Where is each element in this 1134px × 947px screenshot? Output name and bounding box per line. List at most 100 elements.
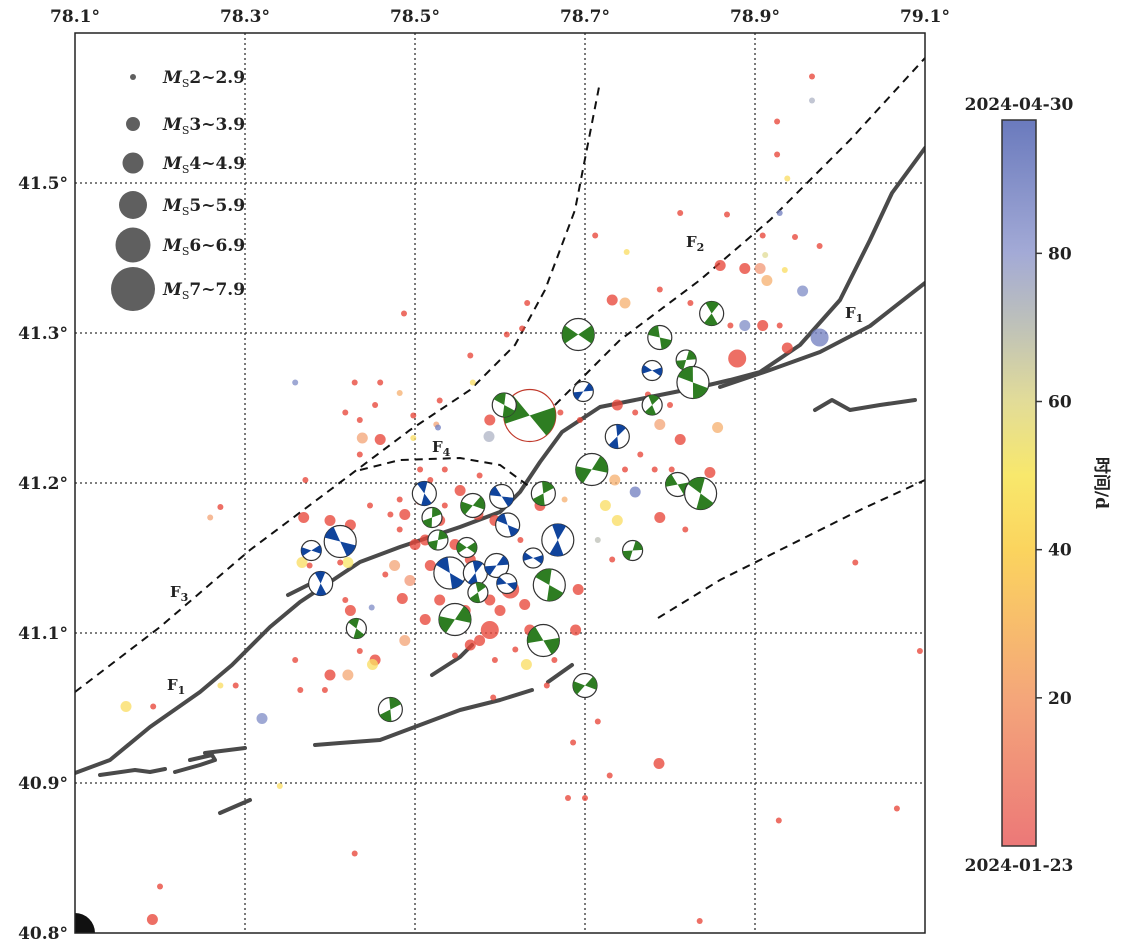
- fault-label-subscript: 4: [443, 446, 451, 459]
- y-tick-label: 41.1°: [18, 624, 68, 644]
- beachball-compressional-quadrant: [469, 582, 487, 603]
- earthquake-event: [410, 412, 417, 419]
- earthquake-event: [623, 249, 630, 255]
- beachball-compressional-quadrant: [676, 350, 697, 370]
- earthquake-event: [784, 175, 791, 182]
- legend-magnitude-subscript: S: [182, 245, 190, 258]
- earthquake-event: [816, 243, 823, 249]
- beachball-compressional-quadrant: [644, 395, 660, 415]
- earthquake-event: [120, 701, 132, 712]
- corner-marker: [75, 913, 95, 933]
- beachball-compressional-quadrant: [549, 523, 566, 557]
- earthquake-event: [677, 210, 684, 216]
- focal-mechanism-beachball: [433, 556, 467, 590]
- colorbar-gradient: [1001, 119, 1037, 847]
- earthquake-event: [396, 526, 403, 533]
- earthquake-event: [434, 594, 446, 606]
- earthquake-event: [441, 502, 448, 509]
- earthquake-event: [776, 322, 783, 329]
- earthquake-event: [757, 320, 769, 331]
- earthquake-event: [476, 472, 483, 479]
- fault-trace: [173, 753, 217, 774]
- earthquake-event: [217, 504, 224, 510]
- earthquake-event: [809, 73, 815, 80]
- earthquake-event: [781, 267, 788, 273]
- beachball-compressional-quadrant: [573, 676, 597, 695]
- earthquake-event: [298, 512, 310, 523]
- beachball-compressional-quadrant: [687, 477, 714, 510]
- earthquake-event: [324, 669, 336, 681]
- earthquake-event: [483, 431, 495, 442]
- focal-mechanism-beachball: [647, 324, 673, 351]
- earthquake-event: [368, 604, 375, 611]
- earthquake-event: [570, 624, 582, 636]
- fault-trace: [218, 798, 252, 815]
- earthquake-event: [297, 687, 304, 693]
- earthquake-event: [739, 263, 751, 274]
- earthquake-event: [774, 118, 781, 125]
- legend-range: 6~6.9: [189, 236, 245, 256]
- earthquake-event: [594, 718, 601, 725]
- legend-magnitude-symbol: M: [162, 280, 183, 300]
- earthquake-event: [619, 297, 631, 309]
- earthquake-event: [474, 635, 486, 646]
- earthquake-event: [404, 575, 416, 586]
- earthquake-event: [687, 300, 694, 306]
- focal-mechanism-beachball: [300, 539, 322, 562]
- earthquake-event: [667, 402, 673, 408]
- focal-mechanism-beachball: [456, 536, 478, 559]
- magnitude-legend: MS2~2.9MS3~3.9MS4~4.9MS5~5.9MS6~6.9MS7~7…: [111, 68, 245, 311]
- focal-mechanism-beachball: [641, 394, 663, 416]
- earthquake-event: [419, 614, 431, 625]
- fault-label-name: F: [432, 438, 443, 456]
- fault-label-subscript: 1: [178, 684, 186, 697]
- beachball-compressional-quadrant: [436, 557, 464, 589]
- focal-mechanism-beachball: [641, 359, 663, 382]
- earthquake-event: [551, 657, 558, 663]
- earthquake-event: [629, 486, 641, 498]
- legend-symbol: [115, 227, 151, 263]
- earthquake-event: [739, 320, 751, 331]
- beachball-compressional-quadrant: [422, 507, 442, 528]
- colorbar-top-label: 2024-04-30: [965, 95, 1074, 115]
- earthquake-event: [654, 419, 666, 430]
- earthquake-event: [774, 151, 781, 158]
- legend-label: MS2~2.9: [162, 68, 245, 90]
- colorbar-axis-label: 时间/d: [1091, 457, 1112, 509]
- earthquake-event: [852, 559, 859, 566]
- fault-label-subscript: 1: [856, 312, 864, 325]
- beachball-compressional-quadrant: [348, 618, 365, 639]
- legend-label: MS7~7.9: [162, 280, 245, 302]
- legend-magnitude-symbol: M: [162, 68, 183, 88]
- focal-mechanism-beachball: [491, 392, 517, 418]
- beachball-compressional-quadrant: [678, 366, 708, 399]
- focal-mechanism-beachball: [683, 476, 718, 511]
- earthquake-event: [609, 474, 621, 486]
- beachball-compressional-quadrant: [460, 496, 485, 515]
- beachball-compressional-quadrant: [456, 541, 477, 554]
- earthquake-event: [761, 275, 773, 286]
- legend-range: 2~2.9: [189, 68, 245, 88]
- earthquake-event: [372, 402, 379, 408]
- earthquake-event: [382, 571, 389, 578]
- legend-range: 7~7.9: [189, 280, 245, 300]
- earthquake-event: [469, 379, 476, 386]
- focal-mechanism-beachball: [532, 568, 566, 602]
- beachball-compressional-quadrant: [314, 571, 327, 596]
- beachball-compressional-quadrant: [665, 474, 690, 495]
- fault-lines: [75, 57, 925, 815]
- earthquake-event: [565, 795, 571, 801]
- earthquake-event: [592, 232, 599, 239]
- focal-mechanism-beachball: [496, 572, 518, 595]
- legend-range: 5~5.9: [189, 196, 245, 216]
- earthquake-event: [417, 466, 424, 473]
- earthquake-event: [557, 409, 564, 416]
- legend-magnitude-subscript: S: [182, 124, 190, 137]
- earthquake-event: [792, 234, 798, 240]
- beachball-compressional-quadrant: [642, 364, 663, 377]
- earthquake-event: [656, 286, 663, 293]
- earthquake-event: [276, 783, 283, 789]
- earthquake-event: [494, 605, 506, 616]
- earthquake-event: [797, 285, 809, 297]
